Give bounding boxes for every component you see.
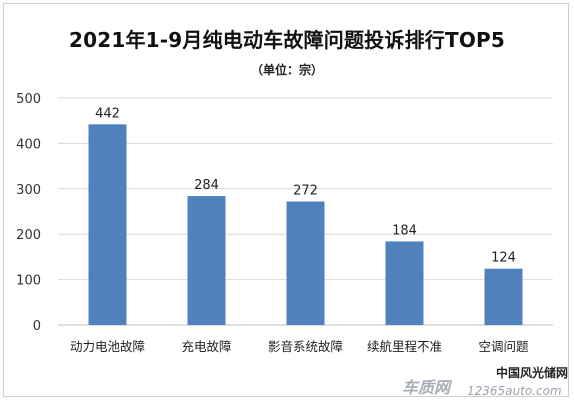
watermark-url: 12365auto.com: [467, 384, 562, 398]
bar: [484, 268, 523, 325]
data-label: 124: [491, 251, 516, 266]
y-tick-label: 300: [16, 183, 41, 198]
data-label: 284: [194, 178, 219, 193]
x-tick-label: 影音系统故障: [268, 339, 343, 354]
x-tick-label: 充电故障: [181, 339, 231, 354]
y-tick-label: 200: [16, 228, 41, 243]
watermark-source: 中国风光储网: [495, 366, 568, 380]
data-label: 272: [293, 184, 318, 199]
chart-title: 2021年1-9月纯电动车故障问题投诉排行TOP5: [68, 28, 505, 52]
y-tick-label: 500: [16, 92, 41, 107]
y-tick-label: 0: [33, 319, 41, 334]
data-label: 442: [95, 106, 120, 121]
bar: [286, 201, 325, 325]
x-tick-label: 动力电池故障: [70, 339, 145, 354]
x-tick-label: 续航里程不准: [367, 339, 442, 354]
chart-subtitle: （单位：宗）: [250, 63, 323, 77]
y-tick-label: 400: [16, 137, 41, 152]
x-tick-label: 空调问题: [478, 339, 529, 354]
bar: [88, 124, 127, 325]
y-tick-label: 100: [16, 274, 41, 289]
data-label: 184: [392, 223, 417, 238]
bar: [385, 241, 424, 325]
bar: [187, 196, 226, 325]
watermark-logo: 车质网: [402, 378, 451, 397]
